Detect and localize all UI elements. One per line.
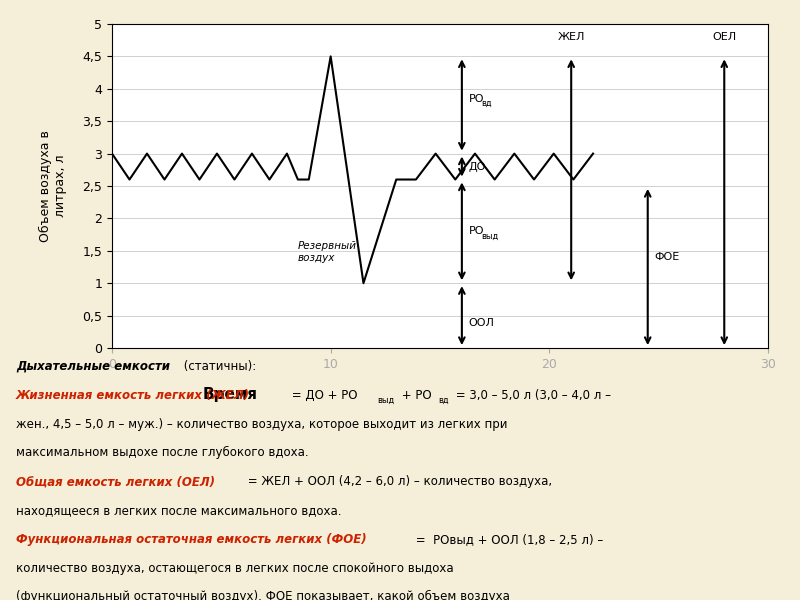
Text: = ДО + РО: = ДО + РО <box>288 389 358 402</box>
Text: Резервный
воздух: Резервный воздух <box>298 241 357 263</box>
Text: + РО: + РО <box>398 389 432 402</box>
Text: РО: РО <box>469 226 484 236</box>
Text: количество воздуха, остающегося в легких после спокойного выдоха: количество воздуха, остающегося в легких… <box>16 562 454 575</box>
Text: = 3,0 – 5,0 л (3,0 – 4,0 л –: = 3,0 – 5,0 л (3,0 – 4,0 л – <box>452 389 611 402</box>
Y-axis label: Объем воздуха в
литрах, л: Объем воздуха в литрах, л <box>39 130 67 242</box>
Text: (функциональный остаточный воздух). ФОЕ показывает, какой объем воздуха: (функциональный остаточный воздух). ФОЕ … <box>16 590 510 600</box>
Text: Жизненная емкость легких (ЖЕЛ): Жизненная емкость легких (ЖЕЛ) <box>16 389 250 402</box>
Text: выд: выд <box>378 396 395 405</box>
Text: = ЖЕЛ + ООЛ (4,2 – 6,0 л) – количество воздуха,: = ЖЕЛ + ООЛ (4,2 – 6,0 л) – количество в… <box>244 475 552 488</box>
Text: жен., 4,5 – 5,0 л – муж.) – количество воздуха, которое выходит из легких при: жен., 4,5 – 5,0 л – муж.) – количество в… <box>16 418 507 431</box>
Text: Функциональная остаточная емкость легких (ФОЕ): Функциональная остаточная емкость легких… <box>16 533 366 546</box>
Text: ДО: ДО <box>469 161 486 172</box>
Text: выд: выд <box>482 232 498 241</box>
Text: Общая емкость легких (ОЕЛ): Общая емкость легких (ОЕЛ) <box>16 475 215 488</box>
Text: (статичны):: (статичны): <box>180 360 256 373</box>
Text: максимальном выдохе после глубокого вдоха.: максимальном выдохе после глубокого вдох… <box>16 446 309 460</box>
Text: ЖЕЛ: ЖЕЛ <box>558 32 585 42</box>
Text: ФОЕ: ФОЕ <box>654 252 679 262</box>
Text: РО: РО <box>469 94 484 104</box>
Text: Дыхательные емкости: Дыхательные емкости <box>16 360 170 373</box>
X-axis label: Время: Время <box>202 387 258 402</box>
Text: ООЛ: ООЛ <box>469 319 494 328</box>
Text: =  РОвыд + ООЛ (1,8 – 2,5 л) –: = РОвыд + ООЛ (1,8 – 2,5 л) – <box>412 533 603 546</box>
Text: вд: вд <box>438 396 449 405</box>
Text: ОЕЛ: ОЕЛ <box>712 32 736 42</box>
Text: вд: вд <box>482 98 492 107</box>
Text: находящееся в легких после максимального вдоха.: находящееся в легких после максимального… <box>16 504 342 517</box>
